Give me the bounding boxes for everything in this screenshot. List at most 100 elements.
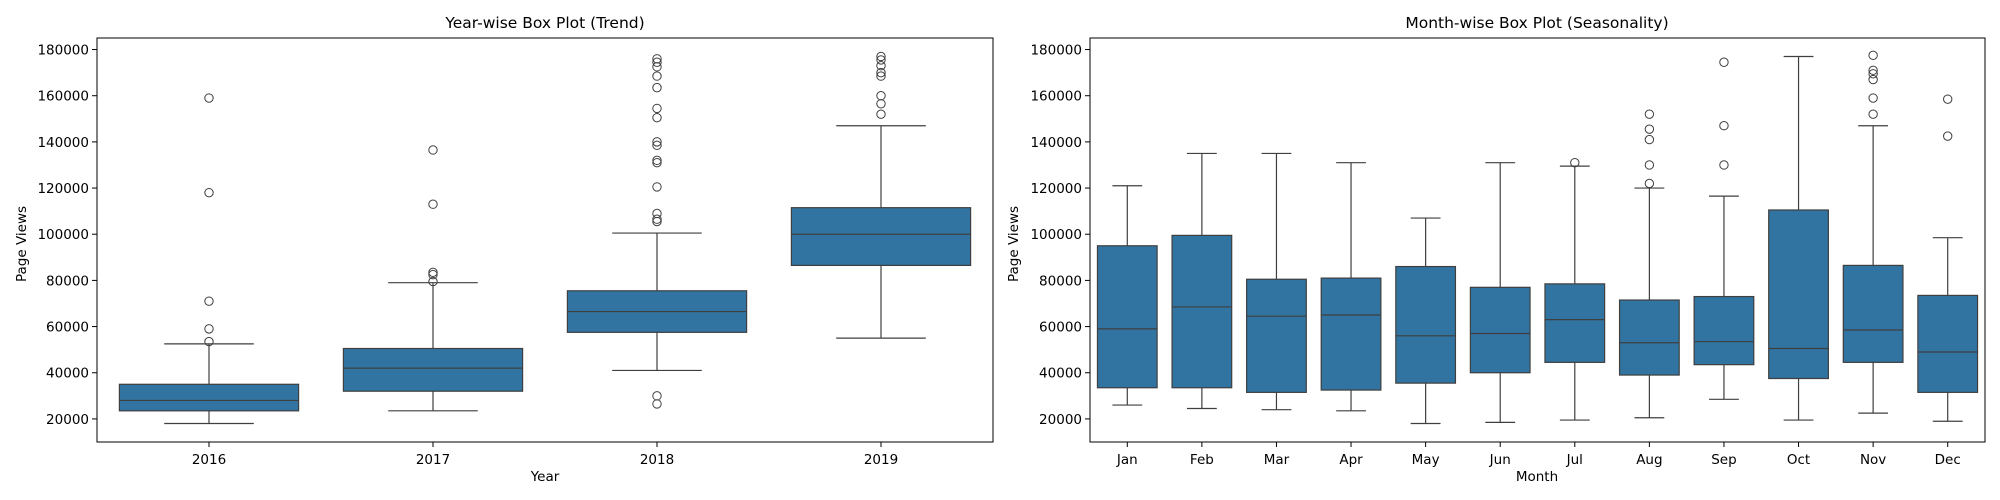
x-tick-label: Nov bbox=[1860, 452, 1886, 468]
outlier-point bbox=[876, 67, 886, 78]
outlier-point bbox=[652, 208, 662, 219]
outlier-point bbox=[1868, 74, 1878, 85]
box-iqr bbox=[342, 347, 524, 392]
outlier-point bbox=[652, 155, 662, 166]
x-tick-label: 2016 bbox=[192, 452, 226, 468]
y-tick-label: 60000 bbox=[46, 320, 89, 336]
box-iqr bbox=[1768, 209, 1829, 380]
box-Aug bbox=[1618, 109, 1680, 419]
x-tick-label: Jan bbox=[1116, 452, 1138, 468]
outlier-point bbox=[652, 57, 662, 67]
box-May bbox=[1395, 217, 1457, 425]
box-2017 bbox=[342, 145, 524, 412]
x-tick-label: Feb bbox=[1190, 452, 1214, 468]
outlier-point bbox=[1943, 131, 1953, 141]
y-tick-label: 160000 bbox=[1030, 89, 1082, 105]
plot-frame bbox=[1089, 37, 1986, 443]
box-iqr bbox=[1171, 234, 1233, 389]
outlier-point bbox=[1868, 50, 1878, 61]
outlier-point bbox=[652, 391, 662, 401]
outlier-point bbox=[1644, 178, 1655, 189]
y-tick-label: 40000 bbox=[46, 366, 89, 382]
outlier-point bbox=[652, 214, 662, 224]
x-tick-label: 2017 bbox=[416, 452, 450, 468]
y-axis-label: Page Views bbox=[1006, 206, 1022, 282]
box-Dec bbox=[1917, 94, 1979, 422]
y-tick-label: 160000 bbox=[37, 89, 89, 105]
y-tick-label: 140000 bbox=[1030, 135, 1082, 151]
outlier-point bbox=[1868, 69, 1878, 79]
x-tick-label: 2019 bbox=[864, 452, 898, 468]
box-iqr bbox=[1320, 277, 1382, 391]
outlier-point bbox=[428, 269, 438, 280]
outlier-point bbox=[1644, 160, 1655, 170]
box-iqr bbox=[790, 207, 972, 266]
outlier-point bbox=[428, 145, 438, 155]
box-iqr bbox=[1693, 295, 1755, 366]
outlier-point bbox=[876, 71, 886, 81]
outlier-point bbox=[652, 137, 662, 147]
box-2019 bbox=[790, 51, 972, 339]
box-iqr bbox=[1917, 294, 1979, 393]
box-Jan bbox=[1096, 185, 1158, 406]
y-tick-label: 120000 bbox=[1030, 181, 1082, 197]
month-wise-box-plot: Month-wise Box Plot (Seasonality) Month … bbox=[1006, 14, 1986, 485]
outlier-point bbox=[1868, 93, 1878, 103]
y-tick-label: 40000 bbox=[1039, 366, 1082, 382]
x-tick-label: Jun bbox=[1489, 452, 1511, 468]
outlier-point bbox=[652, 71, 662, 81]
box-iqr bbox=[1544, 283, 1606, 363]
y-tick-label: 120000 bbox=[37, 181, 89, 197]
plot-frame bbox=[96, 37, 994, 443]
outlier-point bbox=[204, 296, 214, 306]
x-tick-label: Oct bbox=[1787, 452, 1810, 468]
outlier-point bbox=[428, 276, 438, 287]
outlier-point bbox=[1644, 124, 1655, 134]
outlier-point bbox=[876, 61, 886, 71]
x-tick-label: Jul bbox=[1566, 452, 1583, 468]
box-Feb bbox=[1171, 152, 1233, 410]
outlier-point bbox=[1570, 157, 1580, 168]
x-tick-label: May bbox=[1412, 452, 1440, 468]
outlier-point bbox=[204, 93, 214, 103]
outlier-point bbox=[1719, 121, 1729, 131]
y-tick-label: 20000 bbox=[1039, 412, 1082, 428]
outlier-point bbox=[652, 157, 662, 168]
box-Apr bbox=[1320, 162, 1382, 412]
box-Jun bbox=[1469, 162, 1531, 423]
outlier-point bbox=[204, 324, 214, 334]
outlier-point bbox=[1719, 57, 1729, 67]
box-Mar bbox=[1246, 152, 1307, 411]
outlier-point bbox=[1644, 109, 1655, 119]
outlier-point bbox=[1719, 160, 1729, 170]
y-tick-label: 80000 bbox=[46, 273, 89, 289]
outlier-point bbox=[876, 51, 886, 62]
outlier-point bbox=[1868, 109, 1878, 119]
outlier-point bbox=[652, 112, 662, 123]
box-2016 bbox=[118, 93, 300, 425]
box-iqr bbox=[1618, 299, 1680, 376]
x-tick-label: Dec bbox=[1935, 452, 1961, 468]
x-axis-label: Month bbox=[1516, 469, 1558, 485]
box-Sep bbox=[1693, 57, 1755, 400]
outlier-point bbox=[652, 82, 662, 93]
outlier-point bbox=[1868, 65, 1878, 76]
year-wise-box-plot: Year-wise Box Plot (Trend) Year Page Vie… bbox=[14, 14, 994, 485]
y-tick-label: 180000 bbox=[1030, 43, 1082, 59]
y-tick-label: 140000 bbox=[37, 135, 89, 151]
box-iqr bbox=[1246, 278, 1307, 393]
y-tick-label: 180000 bbox=[37, 43, 89, 59]
outlier-point bbox=[204, 187, 214, 198]
box-Nov bbox=[1842, 50, 1904, 414]
x-tick-label: 2018 bbox=[640, 452, 674, 468]
y-axis-label: Page Views bbox=[14, 206, 30, 282]
box-iqr bbox=[1842, 264, 1904, 363]
outlier-point bbox=[652, 54, 662, 64]
chart-title: Month-wise Box Plot (Seasonality) bbox=[1405, 14, 1668, 32]
x-tick-label: Mar bbox=[1264, 452, 1290, 468]
outlier-point bbox=[652, 103, 662, 114]
box-iqr bbox=[1469, 286, 1531, 374]
y-tick-label: 80000 bbox=[1039, 273, 1082, 289]
box-Jul bbox=[1544, 157, 1606, 421]
